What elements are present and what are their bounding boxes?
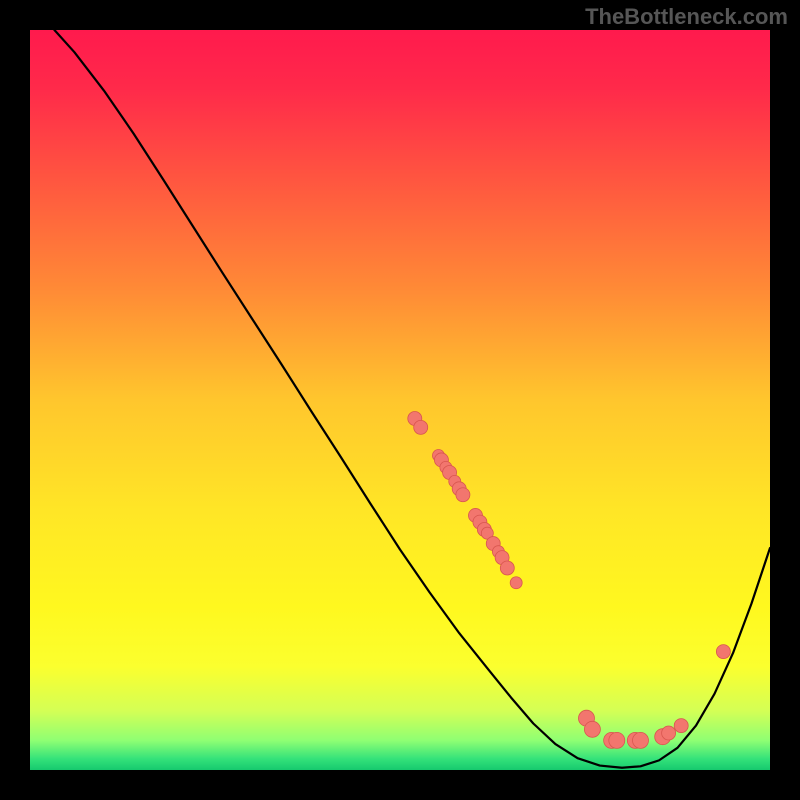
data-marker <box>500 561 514 575</box>
data-marker <box>662 726 676 740</box>
data-marker <box>674 719 688 733</box>
plot-area <box>30 30 770 770</box>
data-marker <box>456 488 470 502</box>
chart-background <box>30 30 770 770</box>
data-marker <box>609 732 625 748</box>
data-marker <box>414 420 428 434</box>
data-marker <box>510 577 522 589</box>
data-marker <box>716 645 730 659</box>
chart-container: TheBottleneck.com <box>0 0 800 800</box>
watermark-text: TheBottleneck.com <box>585 4 788 30</box>
chart-svg <box>30 30 770 770</box>
data-marker <box>584 721 600 737</box>
data-marker <box>633 732 649 748</box>
